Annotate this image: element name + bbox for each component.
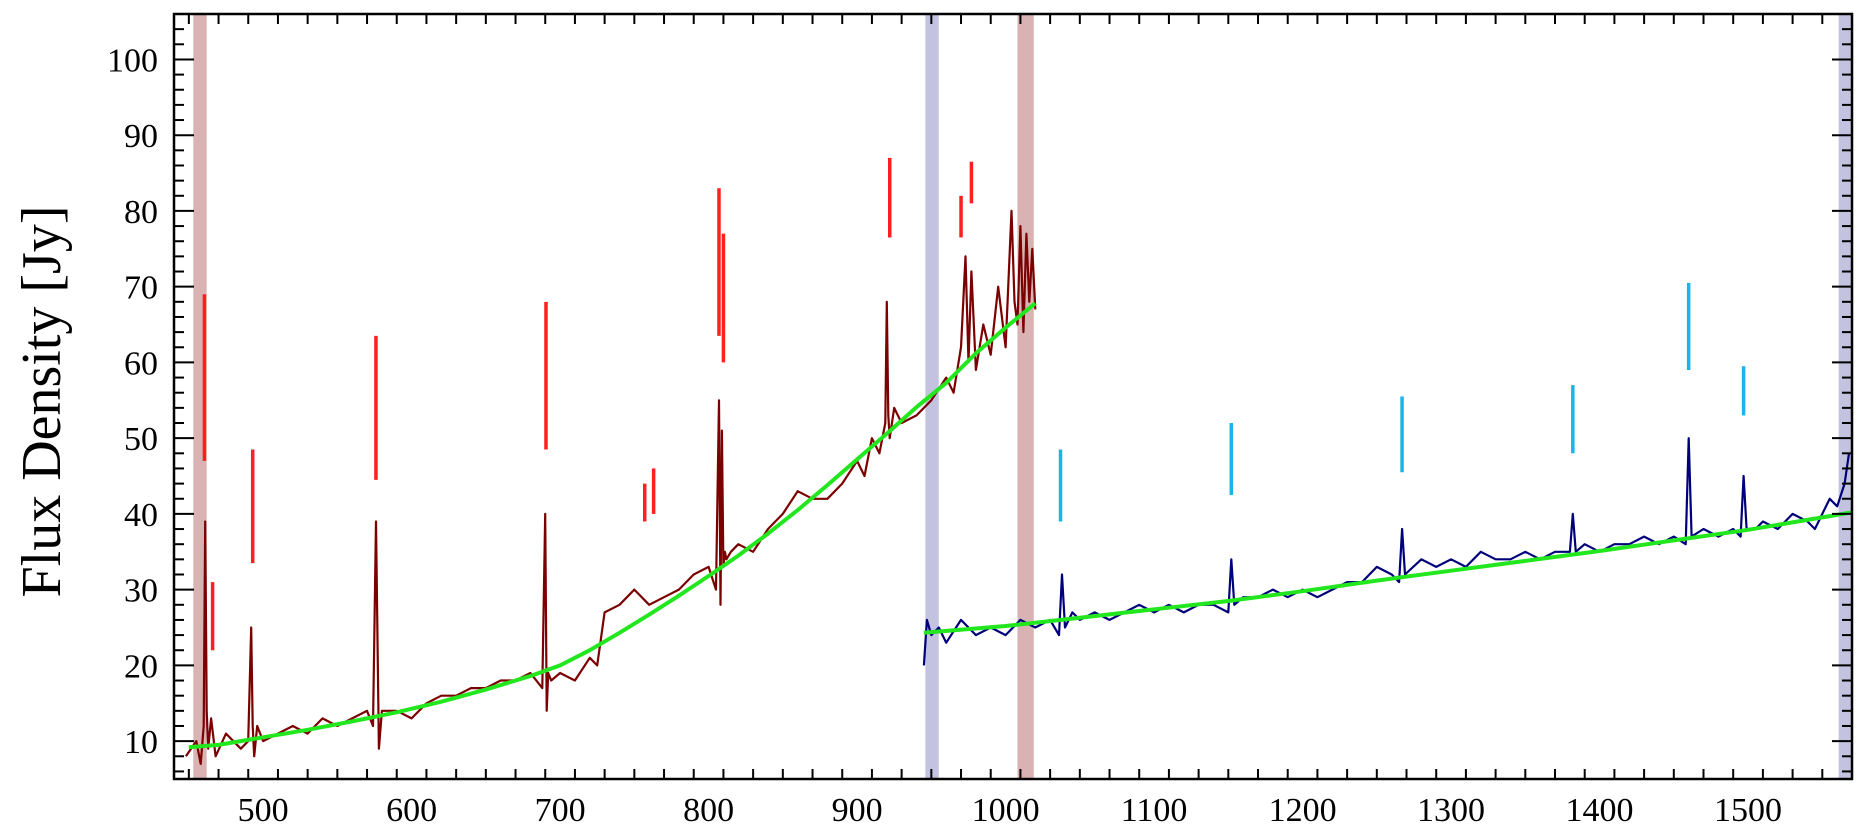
y-tick-label: 20 [124, 648, 158, 685]
y-tick-labels: 10 20 30 40 50 60 70 80 90 100 [107, 42, 158, 761]
y-tick-label: 100 [107, 42, 158, 79]
x-tick-label: 1500 [1714, 792, 1782, 829]
x-tick-label: 1100 [1121, 792, 1188, 829]
x-tick-label: 1300 [1417, 792, 1485, 829]
y-tick-label: 70 [124, 270, 158, 307]
y-tick-label: 10 [124, 724, 158, 761]
shaded-bands [193, 14, 1852, 779]
fit-curve-3 [923, 510, 1853, 635]
shaded-band-2 [1017, 14, 1034, 779]
y-tick-label: 60 [124, 345, 158, 382]
x-tick-label: 700 [535, 792, 586, 829]
axis-ticks [174, 13, 1853, 779]
x-tick-labels: 500 600 700 800 900 1000 1100 1200 1300 1400 1500 [238, 792, 1782, 829]
x-tick-label: 1200 [1269, 792, 1337, 829]
shaded-band-3 [1838, 14, 1852, 779]
spectrum-line-0 [184, 209, 1037, 766]
series-lines [184, 209, 1853, 766]
y-tick-label: 80 [124, 194, 158, 231]
y-tick-label: 90 [124, 118, 158, 155]
y-axis-title: Flux Density [Jy] [11, 206, 73, 598]
x-tick-label: 600 [386, 792, 437, 829]
plot-frame [172, 12, 1854, 781]
y-tick-label: 30 [124, 573, 158, 610]
y-tick-label: 50 [124, 421, 158, 458]
shaded-band-0 [193, 14, 207, 779]
x-tick-label: 1400 [1566, 792, 1634, 829]
x-tick-label: 800 [683, 792, 734, 829]
spectrum-line-1 [922, 437, 1851, 666]
line-markers [202, 157, 1746, 651]
fit-curve-2 [188, 301, 1037, 750]
x-tick-label: 500 [238, 792, 289, 829]
x-tick-label: 1000 [972, 792, 1040, 829]
y-tick-label: 40 [124, 497, 158, 534]
x-tick-label: 900 [832, 792, 883, 829]
